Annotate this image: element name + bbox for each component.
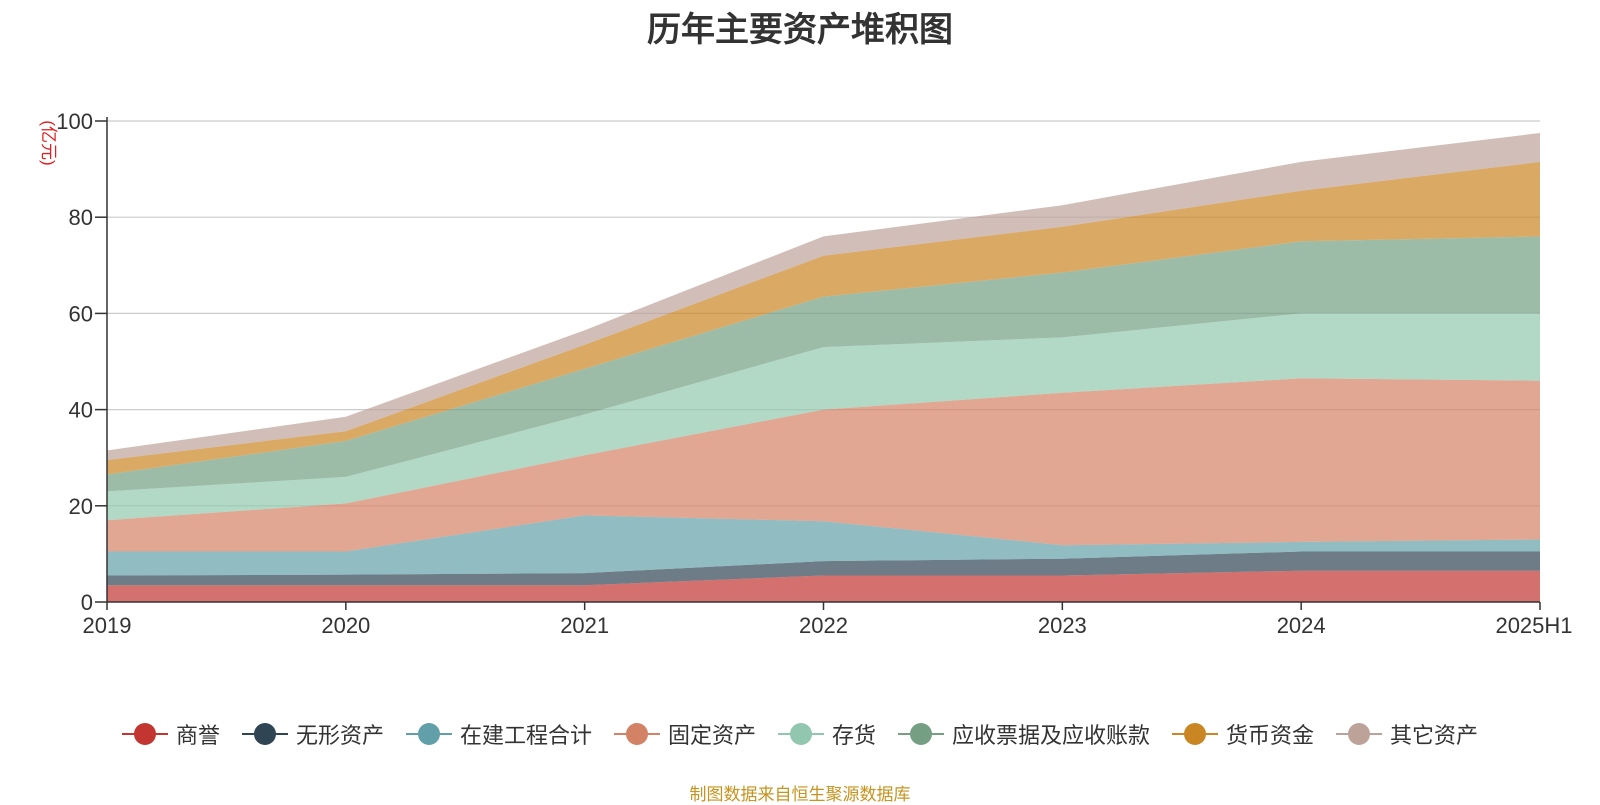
legend-item[interactable]: 其它资产 (1336, 718, 1478, 750)
area-固定资产 (107, 378, 1540, 552)
legend-marker-icon (405, 723, 452, 745)
legend-item[interactable]: 固定资产 (613, 718, 756, 750)
axes: 0 20 40 60 80 100 2019 2020 2021 2022 2023 2024 2025… (56, 109, 1572, 638)
legend-item[interactable]: 无形资产 (241, 718, 384, 750)
legend-dot (910, 723, 933, 745)
area-无形资产 (107, 551, 1540, 586)
legend-label: 商誉 (175, 723, 220, 748)
legend-item[interactable]: 应收票据及应收账款 (898, 718, 1150, 750)
legend-dot (417, 723, 440, 745)
area-存货 (107, 313, 1540, 521)
legend-marker-icon (613, 723, 660, 745)
legend-marker-icon (1172, 723, 1219, 745)
x-tick-label: 2022 (799, 613, 848, 638)
legend-item[interactable]: 存货 (778, 718, 876, 750)
y-tick-label: 20 (69, 494, 93, 519)
area-在建工程合计 (107, 515, 1540, 576)
legend-dot (1348, 723, 1371, 745)
legend-label: 应收票据及应收账款 (952, 723, 1151, 748)
x-tick-label: 2020 (321, 613, 370, 638)
area-应收票据及应收账款 (107, 236, 1540, 492)
legend-dot (790, 723, 812, 745)
y-tick-label: 40 (69, 398, 93, 423)
legend-dot (253, 723, 276, 745)
legend-dot (1184, 723, 1207, 745)
y-tick-label: 60 (69, 301, 93, 326)
y-tick-label: 0 (81, 590, 93, 615)
y-tick-label: 100 (56, 109, 93, 134)
y-axis-unit-label: (亿元) (39, 120, 58, 165)
y-tick-label: 80 (69, 205, 93, 230)
legend-marker-icon (1336, 723, 1383, 745)
legend-label: 其它资产 (1390, 723, 1479, 748)
legend-label: 货币资金 (1226, 723, 1315, 748)
x-tick-label: 2025H1 (1495, 613, 1572, 638)
area-货币资金 (107, 161, 1540, 475)
area-商誉 (107, 570, 1540, 602)
legend-marker-icon (898, 723, 945, 745)
source-note: 制图数据来自恒生聚源数据库 (689, 785, 911, 804)
legend-label: 无形资产 (295, 723, 384, 748)
legend-dot (133, 723, 156, 745)
legend-label: 存货 (832, 723, 877, 748)
chart-title: 历年主要资产堆积图 (647, 11, 953, 49)
x-tick-label: 2024 (1277, 613, 1326, 638)
legend-marker-icon (241, 723, 288, 745)
legend-item[interactable]: 商誉 (121, 718, 220, 750)
legend-dot (625, 723, 648, 745)
area-其它资产 (107, 133, 1540, 461)
legend: 商誉 无形资产 在建工程合计 固定资产 存货 应收票据及应收账款 货币资金 其它资产 (0, 718, 1600, 750)
legend-label: 在建工程合计 (459, 723, 592, 748)
legend-label: 固定资产 (667, 723, 756, 748)
x-tick-label: 2021 (560, 613, 609, 638)
legend-marker-icon (778, 723, 824, 745)
legend-marker-icon (121, 723, 168, 745)
legend-item[interactable]: 在建工程合计 (405, 718, 592, 750)
x-tick-label: 2019 (83, 613, 132, 638)
area-series (107, 133, 1540, 602)
x-tick-label: 2023 (1038, 613, 1087, 638)
legend-item[interactable]: 货币资金 (1172, 718, 1314, 750)
